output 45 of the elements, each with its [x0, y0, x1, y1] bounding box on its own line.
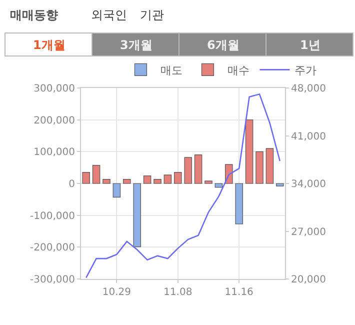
bar [235, 183, 243, 224]
y-tick-label: 200,000 [34, 115, 75, 126]
y-tick-label: 300,000 [34, 84, 75, 94]
x-tick-label: 10.29 [102, 287, 132, 298]
bar [102, 179, 110, 184]
bar [256, 151, 264, 184]
y-tick-label: -300,000 [30, 274, 75, 286]
y2-tick-label: 34,000 [291, 179, 326, 190]
bar [245, 120, 254, 184]
text: 외국인 [91, 8, 127, 22]
bar [143, 176, 152, 184]
x-tick-label: 11.08 [164, 287, 192, 298]
bar [276, 183, 284, 186]
y-tick-label: -200,000 [30, 242, 75, 254]
text: 3개월 [120, 38, 152, 52]
legend-label: 매수 [228, 64, 250, 77]
bar [266, 148, 274, 184]
legend-label: 매도 [160, 64, 183, 77]
bar [82, 172, 90, 184]
y-tick-label: 100,000 [34, 147, 75, 158]
bar [174, 172, 182, 184]
bar [184, 157, 192, 184]
bar [194, 154, 202, 184]
y-tick-label: -100,000 [30, 210, 75, 222]
y2-tick-label: 48,000 [291, 84, 326, 94]
bar [214, 183, 223, 188]
bar [154, 179, 162, 184]
line-series [85, 93, 281, 278]
y-tick-label: 0 [68, 179, 75, 190]
text: 1개월 [33, 38, 66, 52]
bar [133, 183, 141, 248]
bar [112, 183, 121, 198]
y2-tick-label: 20,000 [291, 274, 326, 286]
y2-tick-label: 41,000 [291, 131, 326, 142]
legend-label: 주가 [294, 64, 317, 77]
chart-title: 매매동향 [10, 8, 58, 22]
text: 기관 [140, 8, 164, 22]
bar [204, 180, 212, 184]
text: 1년 [300, 38, 320, 52]
text: 6개월 [207, 38, 240, 52]
bar [123, 179, 131, 184]
bar [92, 165, 100, 184]
x-tick-label: 11.16 [224, 287, 254, 298]
bar [164, 174, 172, 184]
y2-tick-label: 27,000 [291, 226, 326, 238]
